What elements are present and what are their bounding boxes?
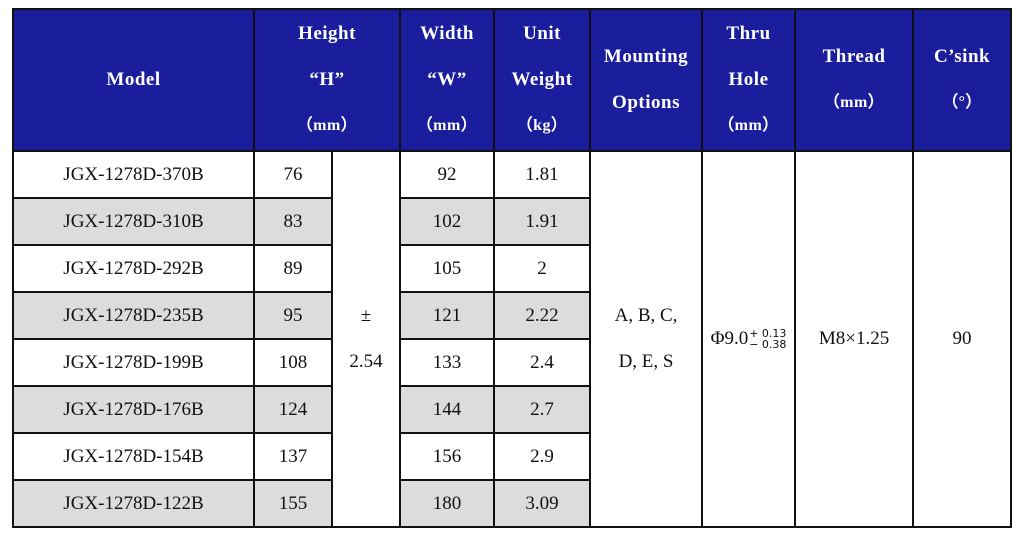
- header-row: Model Height “H” （mm） Width “W” （mm） Uni…: [12, 8, 1013, 152]
- mounting-cell: A, B, C, D, E, S: [589, 150, 704, 528]
- width-cell: 92: [399, 150, 496, 199]
- weight-cell: 2.4: [493, 338, 592, 387]
- width-cell: 144: [399, 385, 496, 434]
- weight-cell: 2.9: [493, 432, 592, 481]
- header-weight-line1: Unit: [523, 23, 561, 44]
- weight-cell: 1.81: [493, 150, 592, 199]
- width-cell: 105: [399, 244, 496, 293]
- width-cell: 156: [399, 432, 496, 481]
- header-csink-line1: C’sink: [933, 46, 991, 67]
- weight-cell: 1.91: [493, 197, 592, 246]
- height-cell: 76: [253, 150, 333, 199]
- header-thread-unit: （mm）: [823, 94, 885, 111]
- thru-hole-cell: Φ9.0 + 0.13− 0.38: [701, 150, 797, 528]
- table-row: JGX-1278D-122B 155 180 3.09: [12, 479, 1011, 528]
- thru-hole-base: Φ9.0: [710, 327, 749, 349]
- model-cell: JGX-1278D-122B: [12, 479, 255, 528]
- thru-hole-tol-lower: − 0.38: [749, 338, 787, 352]
- weight-cell: 2.22: [493, 291, 592, 340]
- header-thru-line2: Hole: [728, 69, 769, 90]
- thru-hole-tolerance: + 0.13− 0.38: [749, 328, 786, 350]
- spec-table: Model Height “H” （mm） Width “W” （mm） Uni…: [12, 8, 1013, 528]
- weight-cell: 3.09: [493, 479, 592, 528]
- model-cell: JGX-1278D-370B: [12, 150, 255, 199]
- height-cell: 137: [253, 432, 333, 481]
- header-weight-unit: （kg）: [516, 117, 568, 134]
- header-width-line1: Width: [420, 23, 474, 44]
- weight-cell: 2.7: [493, 385, 592, 434]
- height-cell: 108: [253, 338, 333, 387]
- height-cell: 95: [253, 291, 333, 340]
- header-csink: C’sink （°）: [912, 8, 1013, 152]
- table-row: JGX-1278D-235B 95 121 2.22: [12, 291, 1011, 340]
- model-cell: JGX-1278D-154B: [12, 432, 255, 481]
- header-width: Width “W” （mm）: [399, 8, 496, 152]
- header-mounting-line2: Options: [612, 92, 680, 113]
- model-cell: JGX-1278D-235B: [12, 291, 255, 340]
- tolerance-value: 2.54: [349, 351, 383, 372]
- mounting-line1: A, B, C,: [614, 305, 678, 326]
- header-weight: Unit Weight （kg）: [493, 8, 592, 152]
- header-height-line1: Height: [298, 23, 356, 44]
- table-row: JGX-1278D-370B 76 ± 2.54 92 1.81 A, B, C…: [12, 150, 1013, 528]
- header-thread-line1: Thread: [822, 46, 886, 67]
- table-row: JGX-1278D-176B 124 144 2.7: [12, 385, 1011, 434]
- header-width-line2: “W”: [427, 69, 467, 90]
- csink-cell: 90: [912, 150, 1013, 528]
- header-height: Height “H” （mm）: [252, 8, 402, 152]
- table-row: JGX-1278D-154B 137 156 2.9: [12, 432, 1011, 481]
- mounting-line2: D, E, S: [618, 351, 674, 372]
- model-cell: JGX-1278D-176B: [12, 385, 255, 434]
- header-thru-line1: Thru: [726, 23, 771, 44]
- model-cell: JGX-1278D-199B: [12, 338, 255, 387]
- width-cell: 102: [399, 197, 496, 246]
- header-width-unit: （mm）: [416, 117, 478, 134]
- width-cell: 121: [399, 291, 496, 340]
- header-mounting: Mounting Options: [589, 8, 704, 152]
- header-weight-line2: Weight: [511, 69, 573, 90]
- model-cell: JGX-1278D-310B: [12, 197, 255, 246]
- header-height-line2: “H”: [309, 69, 345, 90]
- width-cell: 133: [399, 338, 496, 387]
- height-cell: 155: [253, 479, 333, 528]
- header-thread: Thread （mm）: [794, 8, 915, 152]
- height-tolerance-cell: ± 2.54: [330, 150, 402, 528]
- thru-hole-tol-upper: + 0.13: [749, 327, 787, 341]
- height-cell: 124: [253, 385, 333, 434]
- model-cell: JGX-1278D-292B: [12, 244, 255, 293]
- table-row: JGX-1278D-199B 108 133 2.4: [12, 338, 1011, 387]
- thread-cell: M8×1.25: [794, 150, 915, 528]
- header-height-unit: （mm）: [296, 117, 358, 134]
- table-row: JGX-1278D-310B 83 102 1.91: [12, 197, 1011, 246]
- header-mounting-line1: Mounting: [603, 46, 689, 67]
- height-cell: 83: [253, 197, 333, 246]
- header-model: Model: [12, 8, 255, 152]
- height-cell: 89: [253, 244, 333, 293]
- table-row: JGX-1278D-292B 89 105 2: [12, 244, 1011, 293]
- header-thru-unit: （mm）: [718, 117, 779, 134]
- tolerance-symbol: ±: [360, 305, 372, 326]
- width-cell: 180: [399, 479, 496, 528]
- header-thru-hole: Thru Hole （mm）: [701, 8, 797, 152]
- weight-cell: 2: [493, 244, 592, 293]
- header-csink-unit: （°）: [942, 94, 982, 111]
